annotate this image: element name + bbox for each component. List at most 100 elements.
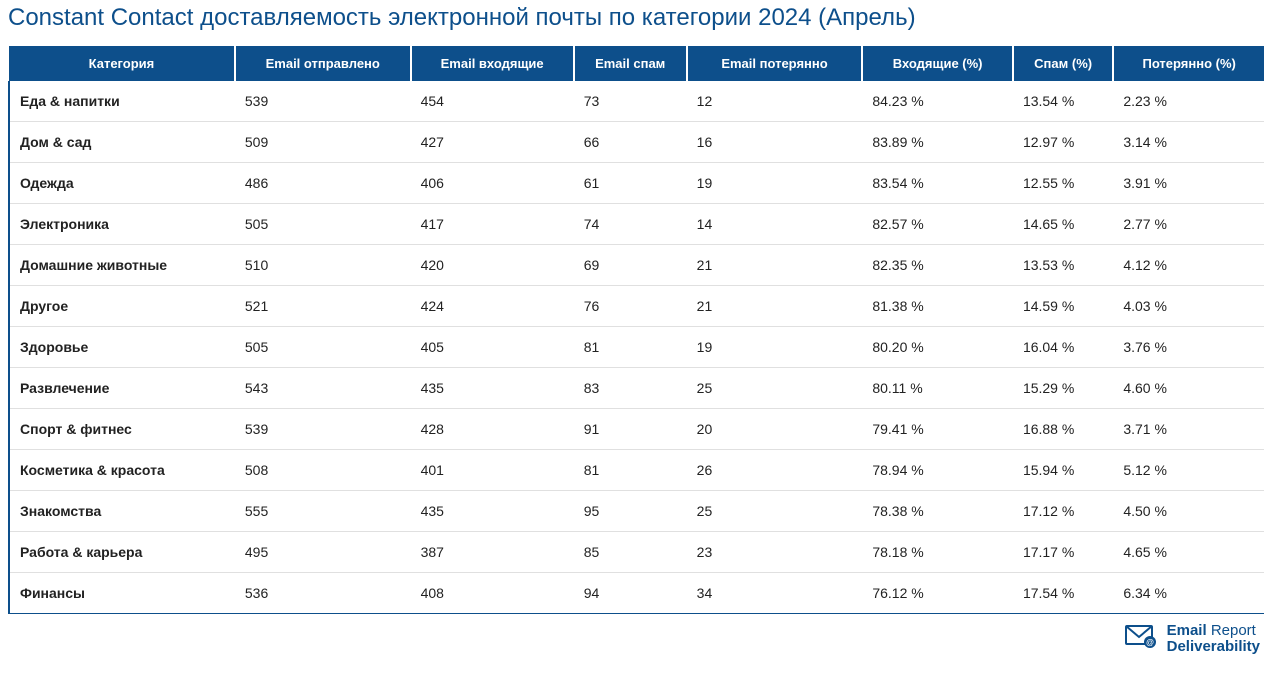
col-spam: Email спам [574,46,687,81]
cell-category: Здоровье [9,327,235,368]
cell-value: 82.57 % [862,204,1013,245]
cell-value: 83.54 % [862,163,1013,204]
cell-value: 12.55 % [1013,163,1113,204]
cell-value: 82.35 % [862,245,1013,286]
cell-value: 4.65 % [1113,532,1264,573]
cell-value: 408 [411,573,574,614]
cell-value: 486 [235,163,411,204]
cell-value: 539 [235,81,411,122]
cell-value: 510 [235,245,411,286]
cell-value: 83 [574,368,687,409]
cell-value: 427 [411,122,574,163]
cell-value: 21 [687,245,863,286]
cell-category: Электроника [9,204,235,245]
cell-category: Работа & карьера [9,532,235,573]
cell-value: 84.23 % [862,81,1013,122]
page-title: Constant Contact доставляемость электрон… [8,0,1264,46]
cell-value: 34 [687,573,863,614]
table-body: Еда & напитки539454731284.23 %13.54 %2.2… [9,81,1264,613]
logo-word-email: Email [1167,622,1207,639]
col-spam-pct: Спам (%) [1013,46,1113,81]
cell-value: 91 [574,409,687,450]
cell-value: 26 [687,450,863,491]
table-row: Одежда486406611983.54 %12.55 %3.91 % [9,163,1264,204]
cell-value: 25 [687,491,863,532]
svg-text:@: @ [1146,638,1154,647]
cell-value: 6.34 % [1113,573,1264,614]
cell-category: Знакомства [9,491,235,532]
cell-value: 16 [687,122,863,163]
cell-value: 3.14 % [1113,122,1264,163]
cell-value: 76.12 % [862,573,1013,614]
cell-value: 424 [411,286,574,327]
cell-value: 17.54 % [1013,573,1113,614]
cell-value: 13.54 % [1013,81,1113,122]
cell-value: 4.50 % [1113,491,1264,532]
table-row: Домашние животные510420692182.35 %13.53 … [9,245,1264,286]
cell-category: Косметика & красота [9,450,235,491]
cell-value: 80.20 % [862,327,1013,368]
cell-value: 21 [687,286,863,327]
cell-value: 76 [574,286,687,327]
cell-value: 543 [235,368,411,409]
cell-value: 509 [235,122,411,163]
cell-value: 4.03 % [1113,286,1264,327]
cell-category: Финансы [9,573,235,614]
cell-value: 94 [574,573,687,614]
cell-value: 435 [411,368,574,409]
cell-value: 69 [574,245,687,286]
cell-category: Дом & сад [9,122,235,163]
col-sent: Email отправлено [235,46,411,81]
envelope-icon: @ [1125,622,1159,655]
cell-value: 15.94 % [1013,450,1113,491]
cell-value: 61 [574,163,687,204]
table-row: Работа & карьера495387852378.18 %17.17 %… [9,532,1264,573]
cell-value: 85 [574,532,687,573]
cell-value: 81 [574,327,687,368]
cell-value: 536 [235,573,411,614]
cell-value: 95 [574,491,687,532]
cell-value: 495 [235,532,411,573]
cell-value: 73 [574,81,687,122]
cell-value: 401 [411,450,574,491]
cell-value: 435 [411,491,574,532]
table-row: Косметика & красота508401812678.94 %15.9… [9,450,1264,491]
cell-value: 74 [574,204,687,245]
cell-value: 2.77 % [1113,204,1264,245]
cell-value: 555 [235,491,411,532]
table-row: Дом & сад509427661683.89 %12.97 %3.14 % [9,122,1264,163]
table-row: Спорт & фитнес539428912079.41 %16.88 %3.… [9,409,1264,450]
footer-logo-text: Email Report Deliverability [1167,623,1260,655]
cell-value: 406 [411,163,574,204]
table-row: Развлечение543435832580.11 %15.29 %4.60 … [9,368,1264,409]
deliverability-table: Категория Email отправлено Email входящи… [8,46,1264,613]
cell-value: 405 [411,327,574,368]
cell-value: 81.38 % [862,286,1013,327]
cell-category: Развлечение [9,368,235,409]
cell-value: 454 [411,81,574,122]
cell-value: 17.12 % [1013,491,1113,532]
cell-value: 417 [411,204,574,245]
table-row: Еда & напитки539454731284.23 %13.54 %2.2… [9,81,1264,122]
cell-value: 19 [687,327,863,368]
cell-value: 4.12 % [1113,245,1264,286]
cell-value: 14 [687,204,863,245]
col-lost-pct: Потерянно (%) [1113,46,1264,81]
cell-value: 3.91 % [1113,163,1264,204]
col-inbox: Email входящие [411,46,574,81]
table-row: Электроника505417741482.57 %14.65 %2.77 … [9,204,1264,245]
cell-value: 428 [411,409,574,450]
col-lost: Email потерянно [687,46,863,81]
cell-value: 14.65 % [1013,204,1113,245]
cell-value: 5.12 % [1113,450,1264,491]
cell-value: 25 [687,368,863,409]
cell-value: 2.23 % [1113,81,1264,122]
cell-value: 4.60 % [1113,368,1264,409]
cell-category: Еда & напитки [9,81,235,122]
table-row: Знакомства555435952578.38 %17.12 %4.50 % [9,491,1264,532]
cell-value: 12.97 % [1013,122,1113,163]
cell-value: 13.53 % [1013,245,1113,286]
cell-value: 14.59 % [1013,286,1113,327]
cell-category: Домашние животные [9,245,235,286]
table-row: Другое521424762181.38 %14.59 %4.03 % [9,286,1264,327]
